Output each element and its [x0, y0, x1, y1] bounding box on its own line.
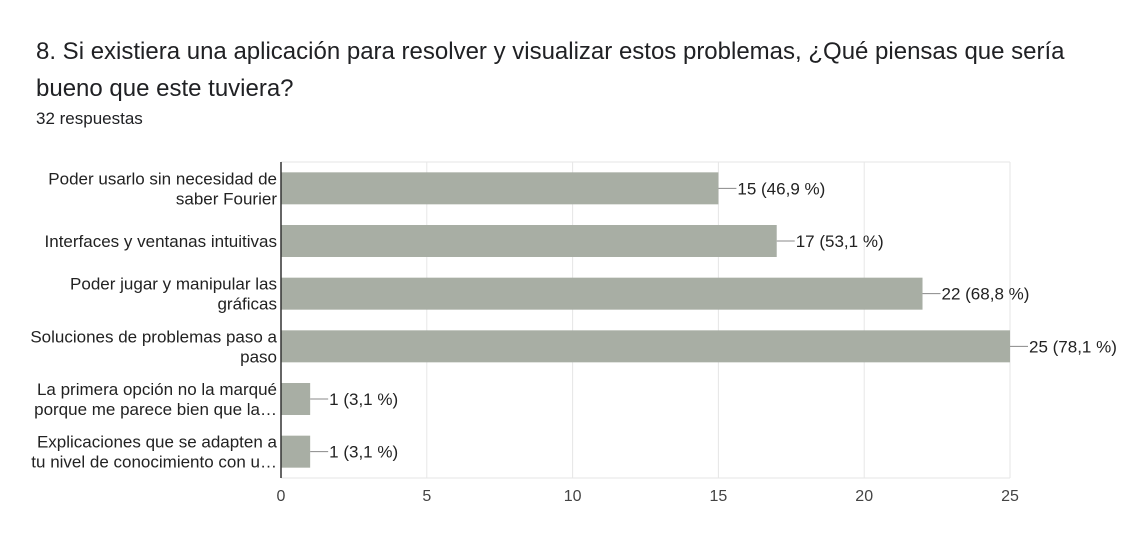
data-label: 22 (68,8 %) [942, 285, 1030, 304]
category-label: gráficas [217, 295, 277, 314]
bar [281, 330, 1010, 363]
category-label: porque me parece bien que la… [34, 400, 277, 419]
category-label: saber Fourier [176, 189, 277, 208]
data-label: 1 (3,1 %) [329, 443, 398, 462]
category-label: Explicaciones que se adapten a [37, 433, 278, 452]
x-tick-label: 10 [564, 488, 582, 505]
data-label: 1 (3,1 %) [329, 390, 398, 409]
x-tick-label: 5 [422, 488, 431, 505]
category-label: paso [240, 347, 277, 366]
data-label: 25 (78,1 %) [1029, 337, 1117, 356]
bar [281, 277, 923, 310]
category-label: Poder jugar y manipular las [70, 275, 277, 294]
category-label: Interfaces y ventanas intuitivas [45, 232, 277, 251]
bar [281, 435, 311, 468]
category-label: tu nivel de conocimiento con u… [31, 453, 277, 472]
data-label: 17 (53,1 %) [796, 232, 884, 251]
x-tick-label: 20 [855, 488, 873, 505]
bar [281, 383, 311, 415]
category-label: Soluciones de problemas paso a [30, 327, 277, 346]
category-label: La primera opción no la marqué [37, 380, 277, 399]
bar [281, 225, 777, 257]
response-count: 32 respuestas [36, 109, 143, 128]
x-tick-label: 25 [1001, 488, 1019, 505]
data-label: 15 (46,9 %) [737, 179, 825, 198]
bar [281, 172, 719, 205]
question-title: 8. Si existiera una aplicación para reso… [36, 38, 1065, 102]
x-tick-label: 15 [710, 488, 728, 505]
x-tick-label: 0 [277, 488, 286, 505]
category-label: Poder usarlo sin necesidad de [48, 169, 277, 188]
